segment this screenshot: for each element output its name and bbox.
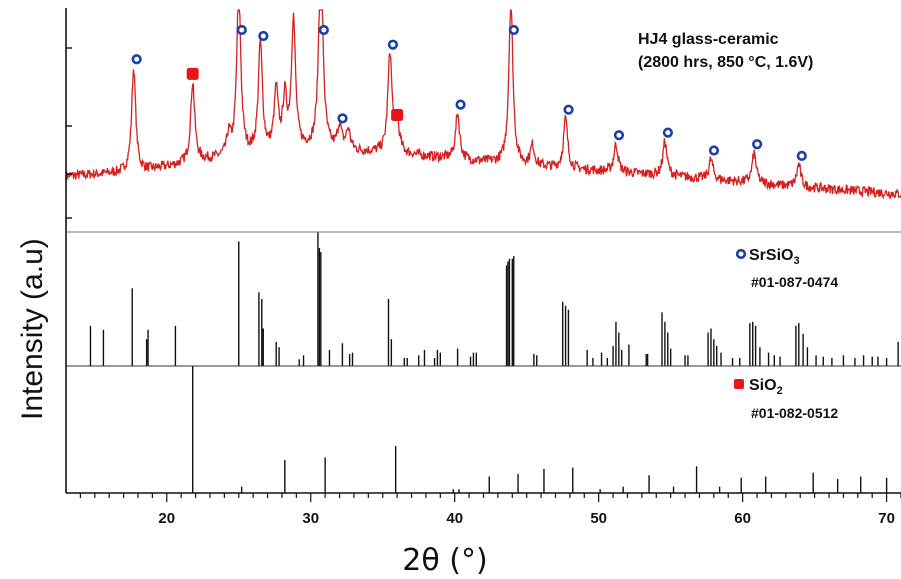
srsio3-peak-marker (455, 99, 466, 110)
x-tick-label: 30 (302, 510, 319, 527)
sio2-legend-label: SiO2 (749, 377, 783, 397)
sio2-legend-symbol (734, 379, 744, 389)
srsio3-peak-marker (796, 150, 807, 161)
srsio3-peak-marker (131, 54, 142, 65)
srsio3-peak-marker (508, 24, 519, 36)
srsio3-peak-marker (563, 104, 574, 115)
x-tick-label: 50 (590, 510, 607, 527)
x-tick-label: 40 (446, 510, 463, 527)
sio2-peak-marker (391, 109, 404, 121)
srsio3-peak-marker (318, 24, 329, 36)
srsio3-peak-marker (337, 113, 348, 124)
srsio3-peak-marker (613, 130, 625, 141)
srsio3-legend-subscript: 3 (793, 255, 799, 267)
x-tick-label: 60 (734, 510, 751, 527)
sample-pattern-line (65, 9, 901, 200)
x-axis-label: 2θ (°) (402, 543, 487, 578)
sample-condition: (2800 hrs, 850 °C, 1.6V) (638, 54, 813, 71)
srsio3-legend-symbol (735, 248, 747, 260)
srsio3-peak-marker (708, 145, 720, 156)
srsio3-card-number: #01-087-0474 (751, 274, 838, 290)
y-axis-label: Intensity (a.u) (16, 238, 49, 420)
sample-pattern-group (65, 9, 901, 200)
srsio3-peak-marker (387, 39, 399, 50)
srsio3-peak-marker (662, 127, 673, 138)
sample-title: HJ4 glass-ceramic (638, 31, 779, 48)
srsio3-peak-marker (236, 24, 247, 36)
sio2-reference-group (191, 366, 888, 493)
srsio3-legend-label: SrSiO3 (749, 247, 800, 267)
sio2-legend-subscript: 2 (777, 385, 783, 397)
srsio3-peak-marker (752, 139, 763, 150)
x-tick-label: 70 (878, 510, 895, 527)
x-tick-label: 20 (158, 510, 175, 527)
srsio3-reference-group (89, 232, 899, 366)
x-ticks-group: 20 30 40 50 60 70 (79, 493, 901, 527)
srsio3-peak-marker (258, 30, 269, 42)
phase-markers-group (131, 24, 807, 161)
sio2-card-number: #01-082-0512 (751, 405, 838, 421)
sio2-peak-marker (186, 67, 199, 80)
